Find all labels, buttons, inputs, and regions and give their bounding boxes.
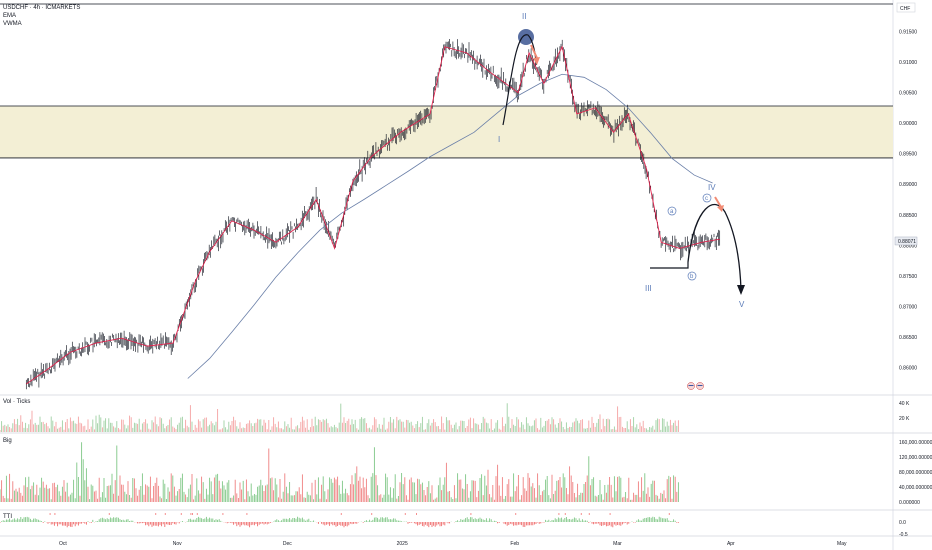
last-price-value: 0.88071 <box>898 239 916 245</box>
currency-badge[interactable]: CHF <box>896 2 916 13</box>
time-tick-label: Dec <box>283 541 292 547</box>
time-tick-label: Mar <box>613 541 622 547</box>
tti-axis: 0.0 -0.5 <box>899 520 908 538</box>
big-axis-label: 80,000.000000 <box>899 470 932 476</box>
tti-axis-label: -0.5 <box>899 532 908 538</box>
time-tick-label: 2025 <box>397 541 408 547</box>
big-axis-label: 120,000.000000 <box>899 455 932 461</box>
wave-ii-label: II <box>522 12 526 21</box>
price-tick-label: 0.88000 <box>899 243 917 249</box>
time-tick-label: May <box>837 541 847 547</box>
big-axis: 160,000.000000 120,000.000000 80,000.00000… <box>899 440 932 506</box>
down-arrow-head-icon <box>533 57 540 65</box>
wave-c-label: c <box>705 196 708 202</box>
big-bars <box>0 442 679 502</box>
last-price-tag: 0.88071 <box>894 236 918 246</box>
price-tick-label: 0.90000 <box>899 121 917 127</box>
wave-c-circle <box>702 193 712 203</box>
vol-bars-up <box>1 403 678 432</box>
big-axis-label: 160,000.000000 <box>899 440 932 446</box>
time-tick-label: Nov <box>173 541 182 547</box>
resistance-zone[interactable] <box>0 105 893 159</box>
volume-panel-title: Vol · Ticks <box>3 399 30 405</box>
big-bars-up <box>0 442 679 502</box>
tti-up <box>1 516 676 522</box>
down-arrow-icon <box>530 44 538 59</box>
wave-i-label: I <box>498 135 500 144</box>
price-tick-label: 0.89500 <box>899 152 917 158</box>
down-arrow-iv-icon <box>714 196 722 208</box>
vol-axis-label: 40 K <box>899 401 910 407</box>
wave-a-circle <box>667 206 677 216</box>
volume-bars <box>0 403 679 432</box>
price-tick-label: 0.88500 <box>899 213 917 219</box>
tti-panel-title: TTI <box>3 514 12 520</box>
event-flags-icon[interactable] <box>687 382 704 390</box>
volume-axis: 40 K 20 K <box>899 401 910 422</box>
time-tick-label: Apr <box>727 541 735 547</box>
price-tick-label: 0.91000 <box>899 60 917 66</box>
tti-bars <box>0 513 679 528</box>
indicator-label-ema: EMA <box>3 13 16 19</box>
wave-b-label: b <box>690 274 694 280</box>
wave-iii-label: III <box>645 284 652 293</box>
price-tick-label: 0.90500 <box>899 91 917 97</box>
price-axis[interactable]: 0.91500 0.91000 0.90500 0.90000 0.89500 0.890… <box>899 29 917 371</box>
price-tick-label: 0.86000 <box>899 366 917 372</box>
vol-bars-down <box>0 405 679 432</box>
down-arrow-iv-head-icon <box>717 205 724 212</box>
tti-axis-label: 0.0 <box>899 520 906 526</box>
wave-iv-label: IV <box>708 183 716 192</box>
wave-annotations: a b c II I III IV V <box>498 12 745 309</box>
vol-axis-label: 20 K <box>899 416 910 422</box>
big-axis-label: 40,000.000000 <box>899 485 932 491</box>
projected-wave-arc <box>687 203 742 291</box>
big-panel-title: Big <box>3 438 12 444</box>
time-axis[interactable]: Oct Nov Dec 2025 Feb Mar Apr May <box>59 541 847 547</box>
price-tick-label: 0.86500 <box>899 335 917 341</box>
price-tick-label: 0.91500 <box>899 29 917 35</box>
wave-b-line <box>650 262 689 269</box>
ema-line <box>26 45 721 385</box>
price-tick-label: 0.87500 <box>899 274 917 280</box>
vwma-line <box>187 73 713 379</box>
wave-v-label: V <box>739 300 745 309</box>
chart-title: USDCHF · 4h · ICMARKETS <box>3 5 80 11</box>
indicator-label-vwma: VWMA <box>3 21 22 27</box>
wave-b-circle <box>687 271 697 281</box>
tti-down <box>0 522 679 528</box>
wave-a-label: a <box>670 209 674 215</box>
price-tick-label: 0.89000 <box>899 182 917 188</box>
zone-fill <box>0 106 893 158</box>
time-tick-label: Feb <box>510 541 519 547</box>
big-axis-label: 0.000000 <box>899 500 920 506</box>
big-bars-down <box>1 448 678 502</box>
peak-circle <box>518 29 534 45</box>
currency-badge-text: CHF <box>900 6 910 12</box>
projection-arrowhead-icon <box>737 285 745 295</box>
time-tick-label: Oct <box>59 541 67 547</box>
price-tick-label: 0.87000 <box>899 304 917 310</box>
